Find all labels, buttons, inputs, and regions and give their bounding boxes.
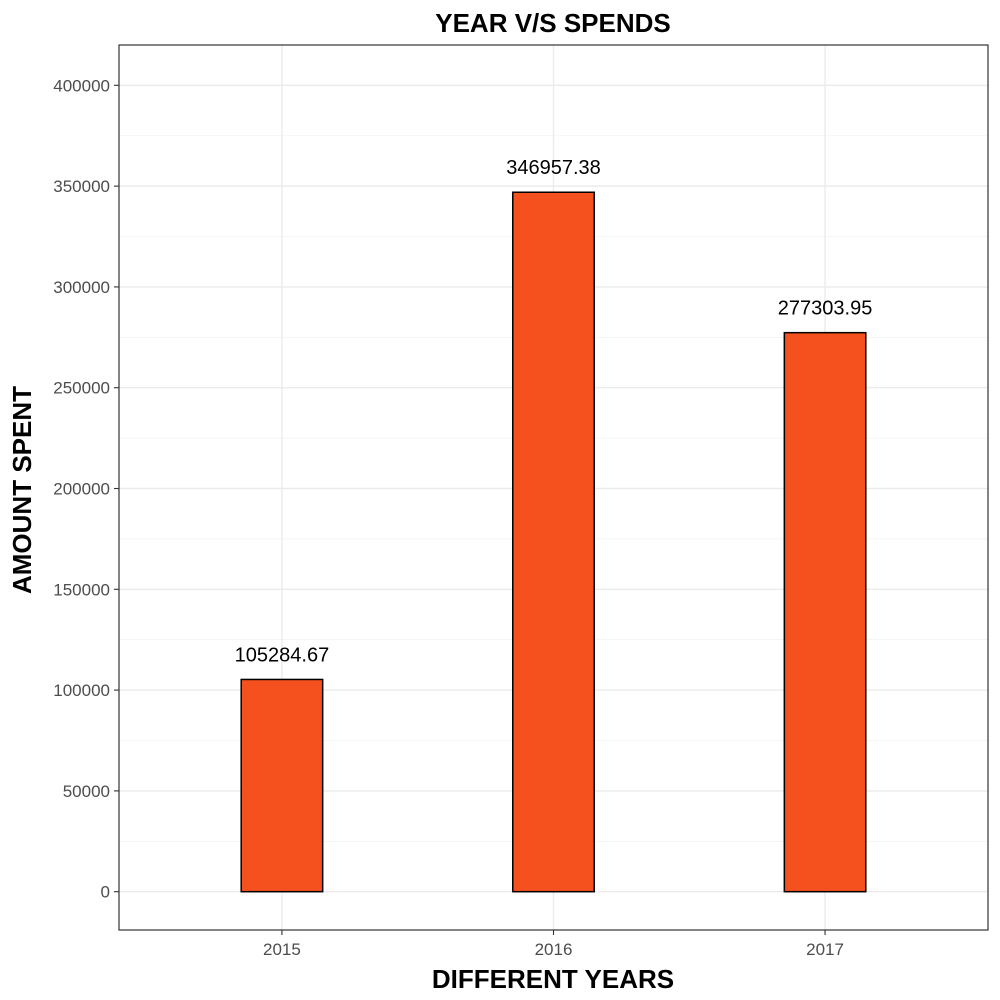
bar-2015 — [240, 678, 324, 893]
x-tick-label: 2015 — [263, 940, 301, 959]
x-axis: 2015 2016 2017 — [263, 930, 844, 959]
chart-title: YEAR V/S SPENDS — [435, 8, 671, 38]
x-tick-label: 2016 — [535, 940, 573, 959]
y-tick-label: 0 — [101, 883, 110, 902]
y-tick-label: 250000 — [53, 379, 110, 398]
data-label-2015: 105284.67 — [235, 644, 330, 666]
data-labels-group: 105284.67 346957.38 277303.95 — [235, 157, 873, 666]
y-tick-label: 150000 — [53, 580, 110, 599]
y-tick-label: 50000 — [63, 782, 110, 801]
y-tick-label: 100000 — [53, 681, 110, 700]
y-tick-label: 200000 — [53, 480, 110, 499]
bars-group — [240, 191, 867, 893]
x-axis-title: DIFFERENT YEARS — [432, 964, 674, 994]
y-tick-label: 350000 — [53, 177, 110, 196]
bar-2017 — [783, 331, 867, 893]
y-tick-label: 400000 — [53, 76, 110, 95]
bar-2016 — [512, 191, 595, 893]
y-axis: 0 50000 100000 150000 200000 250000 300000 3500… — [53, 76, 119, 902]
y-axis-title: AMOUNT SPENT — [7, 386, 37, 594]
data-label-2017: 277303.95 — [778, 298, 873, 320]
y-tick-label: 300000 — [53, 278, 110, 297]
x-tick-label: 2017 — [806, 940, 844, 959]
data-label-2016: 346957.38 — [506, 157, 601, 179]
